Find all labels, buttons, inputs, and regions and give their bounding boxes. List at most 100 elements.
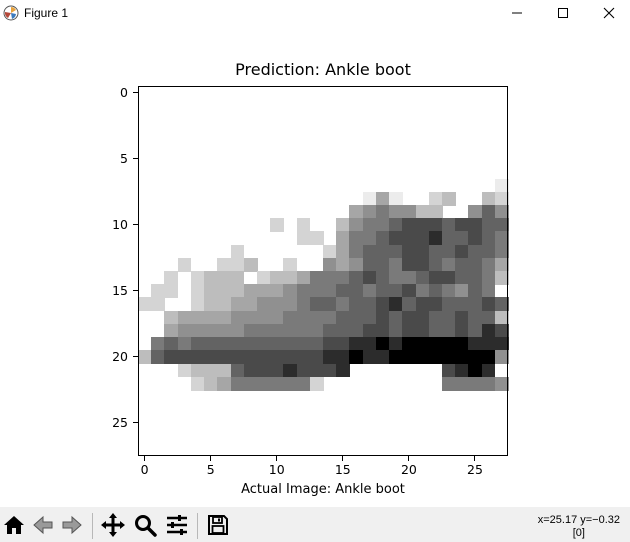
image-pixel [415, 231, 430, 246]
image-pixel [494, 297, 509, 312]
image-pixel [375, 271, 390, 285]
configure-subplots-button[interactable] [163, 510, 191, 540]
image-pixel [468, 231, 483, 246]
y-tick-mark [133, 224, 138, 226]
image-pixel [481, 337, 496, 351]
window-title-bar: Figure 1 [0, 0, 630, 27]
image-pixel [190, 284, 205, 299]
image-pixel [230, 337, 245, 351]
image-pixel [494, 310, 509, 325]
x-tick-label: 0 [140, 462, 149, 477]
coords-xy: x=25.17 y=−0.32 [537, 514, 620, 526]
image-pixel [243, 297, 258, 312]
image-pixel [204, 350, 218, 365]
image-pixel [217, 337, 232, 351]
image-pixel [256, 297, 271, 312]
image-pixel [296, 350, 311, 365]
image-pixel [481, 244, 496, 259]
image-pixel [481, 257, 496, 272]
y-tick-label: 0 [120, 84, 128, 100]
image-pixel [296, 323, 311, 338]
image-pixel [415, 244, 430, 259]
image-pixel [362, 350, 377, 365]
image-pixel [494, 191, 509, 206]
x-tick-mark [408, 456, 410, 461]
image-pixel [230, 363, 245, 378]
toolbar-separator [197, 513, 198, 539]
image-pixel [375, 350, 390, 365]
back-button[interactable] [29, 510, 57, 540]
image-pixel [481, 204, 496, 219]
x-tick-mark [144, 456, 146, 461]
image-pixel [415, 218, 430, 232]
image-pixel [217, 363, 232, 378]
image-pixel [428, 191, 443, 206]
y-tick-label: 15 [112, 282, 128, 298]
image-pixel [441, 297, 456, 312]
image-pixel [441, 271, 456, 285]
image-pixel [389, 271, 403, 285]
image-pixel [270, 297, 284, 312]
image-pixel [217, 323, 232, 338]
image-pixel [164, 323, 179, 338]
image-pixel [494, 218, 509, 232]
image-pixel [375, 191, 390, 206]
image-pixel [270, 376, 284, 391]
image-pixel [481, 284, 496, 299]
image-pixel [336, 284, 351, 299]
image-pixel [336, 297, 351, 312]
image-pixel [323, 337, 337, 351]
zoom-button[interactable] [131, 510, 159, 540]
image-pixel [309, 297, 324, 312]
image-pixel [309, 323, 324, 338]
maximize-button[interactable] [540, 0, 586, 26]
image-pixel [349, 350, 364, 365]
image-pixel [349, 271, 364, 285]
save-button[interactable] [204, 510, 232, 540]
image-pixel [389, 297, 403, 312]
image-pixel [389, 257, 403, 272]
image-pixel [481, 297, 496, 312]
image-pixel [468, 257, 483, 272]
image-pixel [402, 310, 417, 325]
close-icon [603, 7, 615, 19]
image-pixel [151, 284, 166, 299]
image-pixel [336, 310, 351, 325]
pan-button[interactable] [99, 510, 127, 540]
image-pixel [428, 218, 443, 232]
image-pixel [190, 350, 205, 365]
image-pixel [428, 204, 443, 219]
image-pixel [349, 204, 364, 219]
image-pixel [336, 244, 351, 259]
minimize-icon [512, 12, 522, 14]
image-pixel [481, 271, 496, 285]
image-pixel [256, 323, 271, 338]
image-pixel [375, 337, 390, 351]
image-pixel [481, 376, 496, 391]
x-tick-label: 20 [400, 462, 417, 477]
image-pixel [270, 218, 284, 232]
image-pixel [402, 231, 417, 246]
minimize-button[interactable] [494, 0, 540, 26]
image-pixel [190, 310, 205, 325]
image-pixel [283, 363, 298, 378]
y-tick-mark [133, 158, 138, 160]
image-pixel [323, 297, 337, 312]
image-pixel [494, 178, 509, 193]
image-pixel [375, 310, 390, 325]
figure-canvas[interactable]: Prediction: Ankle boot 0 5 10 15 20 25 0 5 10 15 2… [0, 26, 630, 507]
y-tick-label: 10 [112, 216, 128, 232]
image-pixel [349, 323, 364, 338]
image-pixel [256, 376, 271, 391]
back-arrow-icon [33, 515, 53, 535]
image-pixel [455, 231, 469, 246]
home-button[interactable] [0, 510, 28, 540]
image-pixel [455, 376, 469, 391]
image-pixel [270, 284, 284, 299]
image-pixel [494, 204, 509, 219]
image-axes[interactable] [138, 86, 509, 456]
image-pixel [230, 323, 245, 338]
close-button[interactable] [586, 0, 630, 26]
image-pixel [362, 337, 377, 351]
forward-button[interactable] [58, 510, 86, 540]
